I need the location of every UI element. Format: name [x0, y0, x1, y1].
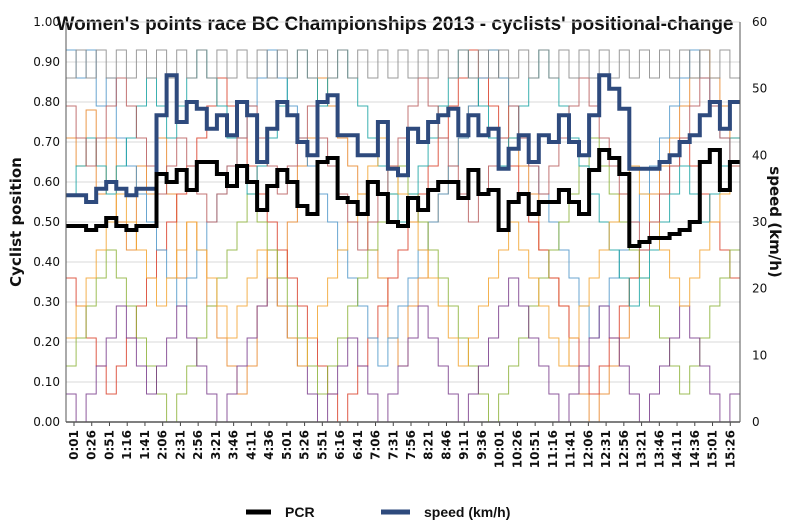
- x-tick-label: 15:01: [706, 430, 720, 468]
- chart-title: Women's points race BC Championships 201…: [56, 14, 733, 35]
- x-tick-label: 9:11: [457, 430, 471, 460]
- x-tick-label: 14:36: [688, 430, 702, 468]
- y-tick-label: 0.00: [33, 415, 60, 429]
- x-tick-label: 4:11: [244, 430, 258, 460]
- series-line-pcr: [66, 148, 740, 248]
- x-tick-label: 0:51: [102, 430, 116, 460]
- series-line-rider-6: [66, 277, 740, 423]
- x-tick-label: 2:56: [191, 430, 205, 460]
- x-tick-label: 9:36: [475, 430, 489, 460]
- y-tick-label: 0.50: [33, 215, 60, 229]
- y-tick-label: 0.60: [33, 175, 60, 189]
- y2-tick-label: 60: [752, 15, 767, 29]
- x-tick-label: 15:26: [723, 430, 737, 468]
- y2-tick-label: 40: [752, 148, 767, 162]
- series-line-rider-3: [66, 49, 740, 423]
- y-tick-label: 0.20: [33, 335, 60, 349]
- series-line-speed-km-h: [66, 73, 740, 204]
- x-tick-label: 0:01: [67, 430, 81, 460]
- x-tick-label: 11:16: [546, 430, 560, 468]
- series-layer: [66, 49, 740, 423]
- x-tick-label: 11:41: [564, 430, 578, 468]
- y2-tick-label: 20: [752, 282, 767, 296]
- x-tick-label: 2:31: [173, 430, 187, 460]
- x-tick-label: 6:41: [351, 430, 365, 460]
- x-tick-label: 6:16: [333, 430, 347, 460]
- x-tick-label: 13:21: [635, 430, 649, 468]
- y-axis-title: Cyclist position: [7, 157, 25, 287]
- x-tick-label: 3:46: [227, 430, 241, 460]
- y2-tick-label: 50: [752, 82, 767, 96]
- x-tick-label: 7:06: [369, 430, 383, 460]
- y-tick-label: 0.40: [33, 255, 60, 269]
- y-tick-label: 0.70: [33, 135, 60, 149]
- x-tick-label: 3:21: [209, 430, 223, 460]
- x-tick-label: 4:36: [262, 430, 276, 460]
- x-tick-label: 7:31: [386, 430, 400, 460]
- y2-tick-label: 30: [752, 215, 767, 229]
- y2-tick-label: 10: [752, 348, 767, 362]
- x-tick-label: 7:56: [404, 430, 418, 460]
- x-tick-label: 10:26: [510, 430, 524, 468]
- x-tick-label: 1:41: [138, 430, 152, 460]
- y-tick-label: 0.80: [33, 95, 60, 109]
- x-tick-label: 8:46: [439, 430, 453, 460]
- x-tick-label: 5:26: [298, 430, 312, 460]
- x-tick-label: 12:31: [599, 430, 613, 468]
- x-tick-label: 13:46: [652, 430, 666, 468]
- x-tick-label: 14:11: [670, 430, 684, 468]
- y-tick-label: 0.30: [33, 295, 60, 309]
- x-tick-label: 5:01: [280, 430, 294, 460]
- x-tick-label: 12:06: [581, 430, 595, 468]
- x-tick-label: 1:16: [120, 430, 134, 460]
- legend-label-speed: speed (km/h): [424, 504, 510, 520]
- legend-label-pcr: PCR: [285, 504, 315, 520]
- y2-tick-label: 0: [752, 415, 760, 429]
- x-tick-label: 12:56: [617, 430, 631, 468]
- x-tick-label: 2:06: [156, 430, 170, 460]
- y-tick-label: 0.10: [33, 375, 60, 389]
- y2-axis-title: speed (km/h): [766, 166, 784, 277]
- x-tick-label: 8:21: [422, 430, 436, 460]
- x-tick-label: 0:26: [85, 430, 99, 460]
- x-tick-label: 5:51: [315, 430, 329, 460]
- y-tick-label: 1.00: [33, 15, 60, 29]
- series-line-rider-10: [66, 49, 740, 79]
- legend: PCR speed (km/h): [246, 504, 510, 520]
- y-tick-label: 0.90: [33, 55, 60, 69]
- x-tick-label: 10:01: [493, 430, 507, 468]
- x-tick-label: 10:51: [528, 430, 542, 468]
- axes: 0.00 0.10 0.20 0.30 0.40 0.50 0.60 0.70 0.80 0.90…: [33, 15, 767, 468]
